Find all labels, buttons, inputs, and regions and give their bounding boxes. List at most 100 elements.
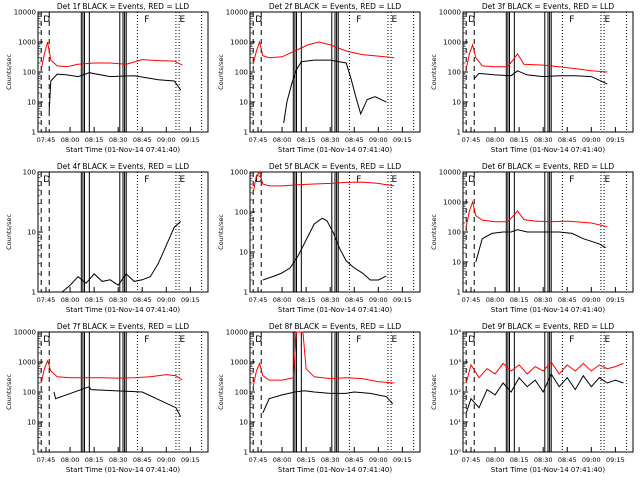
y-tick-label: 10 <box>239 99 248 107</box>
x-tick-label: 07:45 <box>37 136 56 144</box>
y-tick-label: 10¹ <box>449 419 461 427</box>
x-tick-label: 09:15 <box>606 136 625 144</box>
x-tick-label: 08:15 <box>297 136 316 144</box>
chart-title: Det 6f BLACK = Events, RED = LLD <box>482 162 615 171</box>
x-axis-label: Start Time (01-Nov-14 07:41:40) <box>278 466 392 474</box>
y-tick-label: 1 <box>244 449 248 457</box>
x-tick-label: 07:45 <box>462 136 481 144</box>
series-line <box>262 390 394 414</box>
y-tick-label: 100 <box>235 389 248 397</box>
x-tick-label: 08:15 <box>297 456 316 464</box>
x-axis-label: Start Time (01-Nov-14 07:41:40) <box>66 306 180 314</box>
x-tick-label: 08:45 <box>345 456 364 464</box>
event-marker-label: E <box>392 15 398 25</box>
x-tick-label: 07:45 <box>462 296 481 304</box>
chart-panel: Det 1f BLACK = Events, RED = LLD 1 10 100 10… <box>5 2 209 154</box>
chart-title: Det 3f BLACK = Events, RED = LLD <box>482 2 615 11</box>
x-tick-label: 09:15 <box>393 296 412 304</box>
x-tick-label: 09:15 <box>606 296 625 304</box>
series-line <box>252 40 395 65</box>
x-tick-label: 08:30 <box>109 136 128 144</box>
x-tick-label: 07:45 <box>249 456 268 464</box>
x-axis-label: Start Time (01-Nov-14 07:41:40) <box>491 306 605 314</box>
x-axis-label: Start Time (01-Nov-14 07:41:40) <box>491 146 605 154</box>
chart-panel: Det 4f BLACK = Events, RED = LLD 1 10 100 Co… <box>5 162 209 314</box>
chart-panel: Det 6f BLACK = Events, RED = LLD 1 10 100 10… <box>430 162 634 314</box>
x-tick-label: 07:45 <box>37 456 56 464</box>
y-tick-label: 10 <box>239 249 248 257</box>
x-tick-label: 08:30 <box>321 136 340 144</box>
x-tick-label: 08:15 <box>510 136 529 144</box>
y-axis-label: Counts/sec <box>430 374 438 410</box>
series-line <box>252 170 395 193</box>
event-marker-label: D <box>255 335 262 345</box>
x-axis-label: Start Time (01-Nov-14 07:41:40) <box>491 466 605 474</box>
x-tick-label: 08:45 <box>558 136 577 144</box>
y-tick-label: 10 <box>27 229 36 237</box>
x-tick-label: 09:15 <box>181 456 200 464</box>
y-tick-label: 100 <box>235 209 248 217</box>
y-tick-label: 10 <box>452 99 461 107</box>
series-line <box>465 361 624 384</box>
x-tick-label: 08:30 <box>534 456 553 464</box>
event-marker-label: D <box>468 175 475 185</box>
series-line <box>61 221 182 293</box>
y-tick-label: 10³ <box>449 359 461 367</box>
series-line <box>473 70 608 85</box>
y-tick-label: 1000 <box>230 39 248 47</box>
y-tick-label: 10000 <box>439 9 461 17</box>
chart-panel: Det 8f BLACK = Events, RED = LLD 1 10 100 10… <box>217 322 421 474</box>
event-marker-label: E <box>605 335 611 345</box>
y-axis-label: Counts/sec <box>5 374 13 410</box>
event-marker-label: F <box>144 15 149 25</box>
x-tick-label: 08:00 <box>486 456 505 464</box>
y-tick-label: 10 <box>27 99 36 107</box>
x-tick-label: 08:15 <box>85 296 104 304</box>
chart-panel: Det 5f BLACK = Events, RED = LLD 1 10 100 10… <box>217 162 421 314</box>
chart-title: Det 9f BLACK = Events, RED = LLD <box>482 322 615 331</box>
y-tick-label: 1 <box>244 129 248 137</box>
y-tick-label: 1 <box>32 449 36 457</box>
event-marker-label: D <box>255 175 262 185</box>
x-tick-label: 08:15 <box>297 296 316 304</box>
x-tick-label: 09:00 <box>369 456 388 464</box>
y-axis-label: Counts/sec <box>217 54 225 90</box>
series-line <box>262 217 387 281</box>
y-tick-label: 1000 <box>443 39 461 47</box>
y-tick-label: 10⁴ <box>449 329 461 337</box>
x-tick-label: 07:45 <box>249 296 268 304</box>
x-tick-label: 08:30 <box>109 456 128 464</box>
x-tick-label: 07:45 <box>37 296 56 304</box>
y-tick-label: 1 <box>244 289 248 297</box>
event-marker-label: E <box>605 175 611 185</box>
event-marker-label: F <box>356 335 361 345</box>
x-tick-label: 08:45 <box>133 456 152 464</box>
series-line <box>465 200 608 228</box>
y-tick-label: 10000 <box>14 9 36 17</box>
series-line <box>465 43 608 73</box>
event-marker-label: E <box>180 335 186 345</box>
chart-title: Det 8f BLACK = Events, RED = LLD <box>269 322 402 331</box>
x-tick-label: 09:00 <box>157 136 176 144</box>
y-axis-label: Counts/sec <box>430 54 438 90</box>
y-tick-label: 1 <box>457 289 461 297</box>
x-tick-label: 08:00 <box>486 136 505 144</box>
y-tick-label: 1000 <box>18 359 36 367</box>
x-tick-label: 08:45 <box>133 136 152 144</box>
chart-panel: Det 2f BLACK = Events, RED = LLD 1 10 100 10… <box>217 2 421 154</box>
event-marker-label: D <box>43 335 50 345</box>
event-marker-label: F <box>356 175 361 185</box>
x-tick-label: 09:15 <box>393 456 412 464</box>
x-axis-label: Start Time (01-Nov-14 07:41:40) <box>278 306 392 314</box>
x-tick-label: 08:00 <box>273 296 292 304</box>
x-axis-label: Start Time (01-Nov-14 07:41:40) <box>66 466 180 474</box>
event-marker-label: F <box>569 335 574 345</box>
series-line <box>252 331 395 387</box>
y-tick-label: 10 <box>452 259 461 267</box>
x-tick-label: 09:00 <box>369 136 388 144</box>
y-tick-label: 100 <box>23 69 36 77</box>
y-tick-label: 10⁰ <box>449 449 461 457</box>
x-tick-label: 08:45 <box>558 456 577 464</box>
